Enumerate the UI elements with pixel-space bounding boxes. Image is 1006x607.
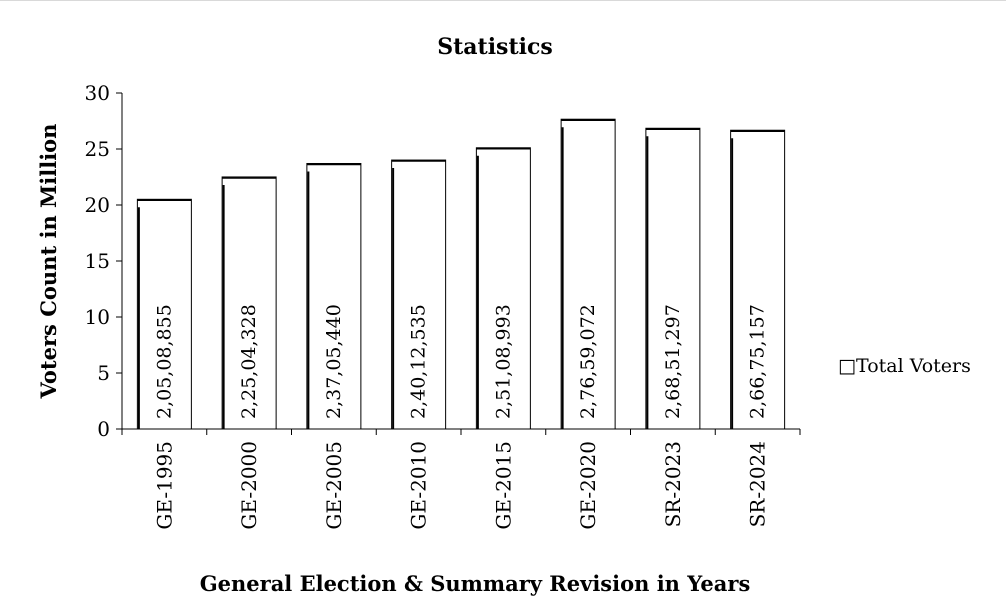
y-tick-label: 10 [85,305,110,329]
bars: 2,05,08,855 2,25,04,328 2,37,05,440 2,40,12… [136,118,786,430]
x-tick-label: GE-2000 [237,441,261,530]
y-tick-label: 25 [85,137,110,161]
y-tick-label: 0 [97,417,110,441]
y-tick-label: 20 [85,193,110,217]
bar-ge-2020 [560,118,616,430]
y-tick-label: 15 [85,249,110,273]
x-axis-label: General Election & Summary Revision in Y… [200,571,751,596]
data-label: 2,25,04,328 [238,304,260,419]
legend-entry-total-voters: Total Voters [856,355,971,377]
bar-ge-2015 [475,147,531,430]
y-axis: 0 5 10 15 20 25 30 [85,81,123,441]
x-tick-label: GE-1995 [152,441,176,530]
x-tick-label: SR-2024 [746,441,770,527]
data-label: 2,68,51,297 [662,304,684,419]
legend-swatch-icon: □ [838,355,856,377]
y-tick-label: 30 [85,81,110,105]
bar-sr-2024 [730,129,786,430]
legend: □ Total Voters [838,355,971,377]
x-tick-label: GE-2015 [491,441,515,530]
bar-sr-2023 [645,127,701,430]
data-label: 2,76,59,072 [577,304,599,419]
data-label: 2,51,08,993 [492,304,514,419]
chart-title: Statistics [437,34,553,60]
x-tick-label: GE-2005 [322,441,346,530]
data-label: 2,40,12,535 [408,304,430,419]
data-label: 2,37,05,440 [323,304,345,419]
bar-ge-2010 [391,159,447,430]
bar-ge-1995 [136,198,192,430]
x-axis: GE-1995 GE-2000 GE-2005 GE-2010 GE-2015 GE-20… [121,428,801,530]
y-tick-label: 5 [97,361,110,385]
x-tick-label: SR-2023 [661,441,685,527]
bar-ge-2000 [221,176,277,430]
x-tick-label: GE-2020 [576,441,600,530]
y-axis-label: Voters Count in Million [36,124,61,400]
data-label: 2,05,08,855 [153,304,175,419]
x-tick-label: GE-2010 [407,441,431,530]
data-label: 2,66,75,157 [747,304,769,419]
bar-ge-2005 [306,162,362,430]
